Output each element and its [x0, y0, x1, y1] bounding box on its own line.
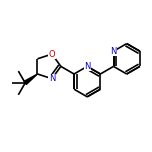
- Text: N: N: [84, 62, 90, 71]
- Polygon shape: [24, 74, 38, 85]
- Text: N: N: [49, 74, 55, 83]
- Text: N: N: [110, 47, 117, 56]
- Text: O: O: [49, 50, 55, 59]
